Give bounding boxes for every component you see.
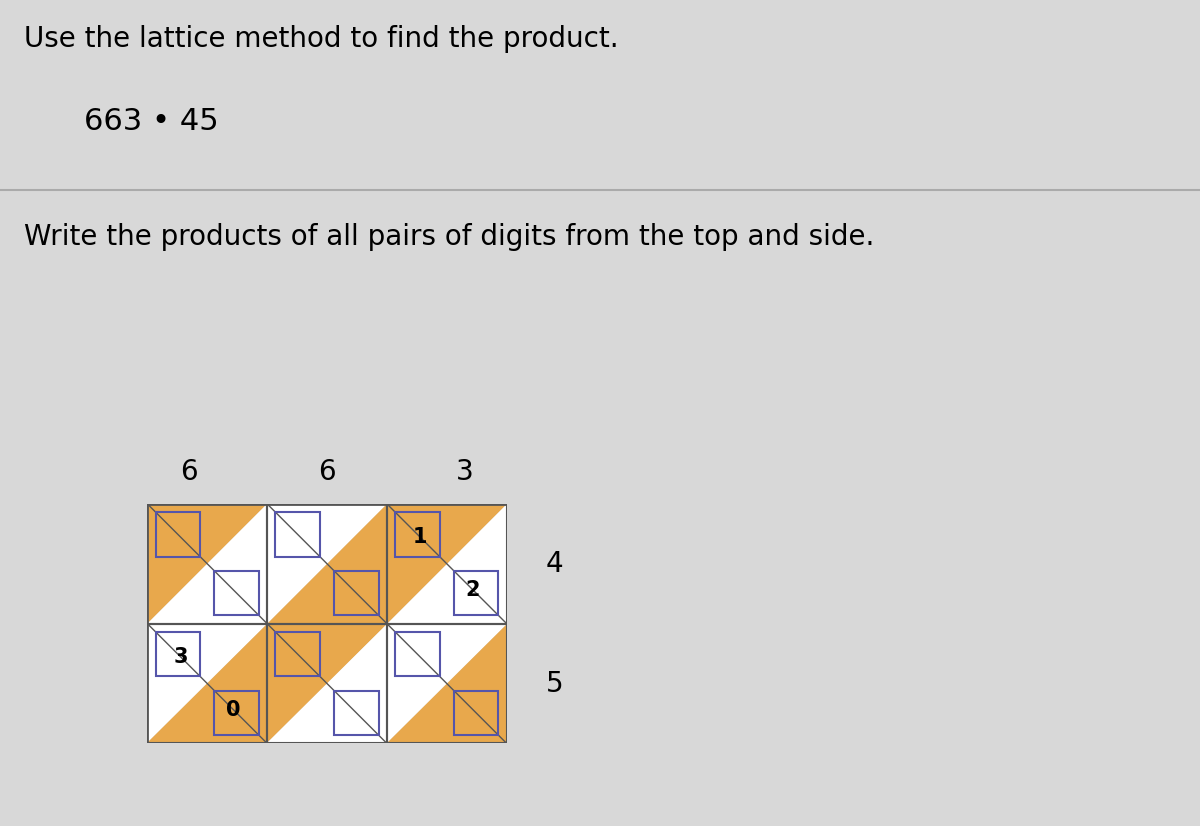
Polygon shape <box>268 624 386 743</box>
Text: 1: 1 <box>413 527 427 548</box>
Polygon shape <box>386 624 506 743</box>
Bar <box>395 632 439 676</box>
Polygon shape <box>148 624 268 743</box>
Text: 4: 4 <box>546 550 564 577</box>
Bar <box>386 624 506 743</box>
Text: 663 • 45: 663 • 45 <box>84 107 218 136</box>
Text: Use the lattice method to find the product.: Use the lattice method to find the produ… <box>24 25 619 53</box>
Polygon shape <box>148 624 268 743</box>
Text: 3: 3 <box>174 647 188 667</box>
Text: 5: 5 <box>546 670 564 697</box>
Bar <box>454 571 498 615</box>
Bar <box>268 624 386 743</box>
Polygon shape <box>268 504 386 624</box>
Polygon shape <box>386 504 506 624</box>
Bar <box>334 571 378 615</box>
Polygon shape <box>386 624 506 743</box>
Text: 6: 6 <box>318 458 336 486</box>
Polygon shape <box>386 504 506 624</box>
Polygon shape <box>268 624 386 743</box>
Text: Write the products of all pairs of digits from the top and side.: Write the products of all pairs of digit… <box>24 223 875 251</box>
Bar <box>276 512 320 557</box>
Text: 6: 6 <box>180 458 198 486</box>
Text: 3: 3 <box>456 458 474 486</box>
Bar <box>156 632 200 676</box>
Bar <box>334 691 378 735</box>
Bar <box>215 691 259 735</box>
Bar <box>276 632 320 676</box>
Bar <box>156 512 200 557</box>
Bar <box>268 504 386 624</box>
Text: 0: 0 <box>227 700 241 720</box>
Bar <box>215 571 259 615</box>
Bar <box>148 504 268 624</box>
Polygon shape <box>148 504 268 624</box>
Bar <box>386 504 506 624</box>
Bar <box>148 624 268 743</box>
Text: 2: 2 <box>466 580 480 601</box>
Bar <box>395 512 439 557</box>
Polygon shape <box>148 504 268 624</box>
Polygon shape <box>268 504 386 624</box>
Bar <box>454 691 498 735</box>
